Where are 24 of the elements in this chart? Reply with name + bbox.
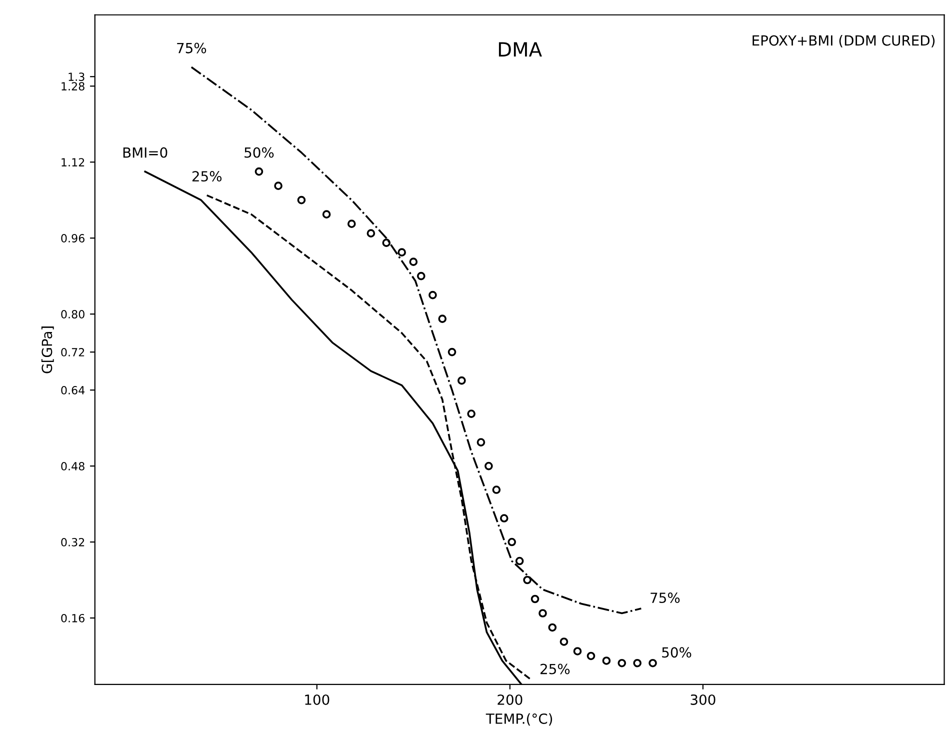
annotation: 75%: [650, 592, 680, 604]
y-tick-label: 0.16: [61, 614, 84, 622]
series-label: 75%: [177, 42, 206, 54]
y-tick-label: 1.3: [68, 72, 84, 81]
y-tick-label: 0.72: [61, 348, 84, 356]
y-tick-label: 0.64: [61, 386, 85, 394]
y-tick-label: 1.12: [62, 158, 84, 166]
y-tick-label: 0.80: [61, 310, 84, 318]
y-tick-label: 0.32: [61, 538, 84, 546]
x-tick-label: 100: [305, 694, 330, 705]
annotation: 25%: [540, 664, 570, 674]
series-label: 50%: [244, 147, 274, 158]
series-label: 25%: [192, 171, 222, 182]
y-axis-title: G[GPa]: [41, 326, 54, 374]
x-tick-label: 200: [498, 694, 522, 705]
x-tick-label: 300: [690, 694, 716, 705]
series-label: BMI=0: [123, 147, 168, 158]
annotation: 50%: [662, 647, 692, 658]
text: EPOXY+BMI (DDM CURED): [752, 34, 935, 48]
x-axis-title: TEMP.(°C): [486, 713, 552, 726]
y-tick-label: 0.96: [61, 234, 84, 242]
y-tick-label: 1.28: [62, 82, 84, 90]
y-tick-label: 0.48: [61, 462, 84, 470]
text: DMA: [498, 42, 542, 56]
